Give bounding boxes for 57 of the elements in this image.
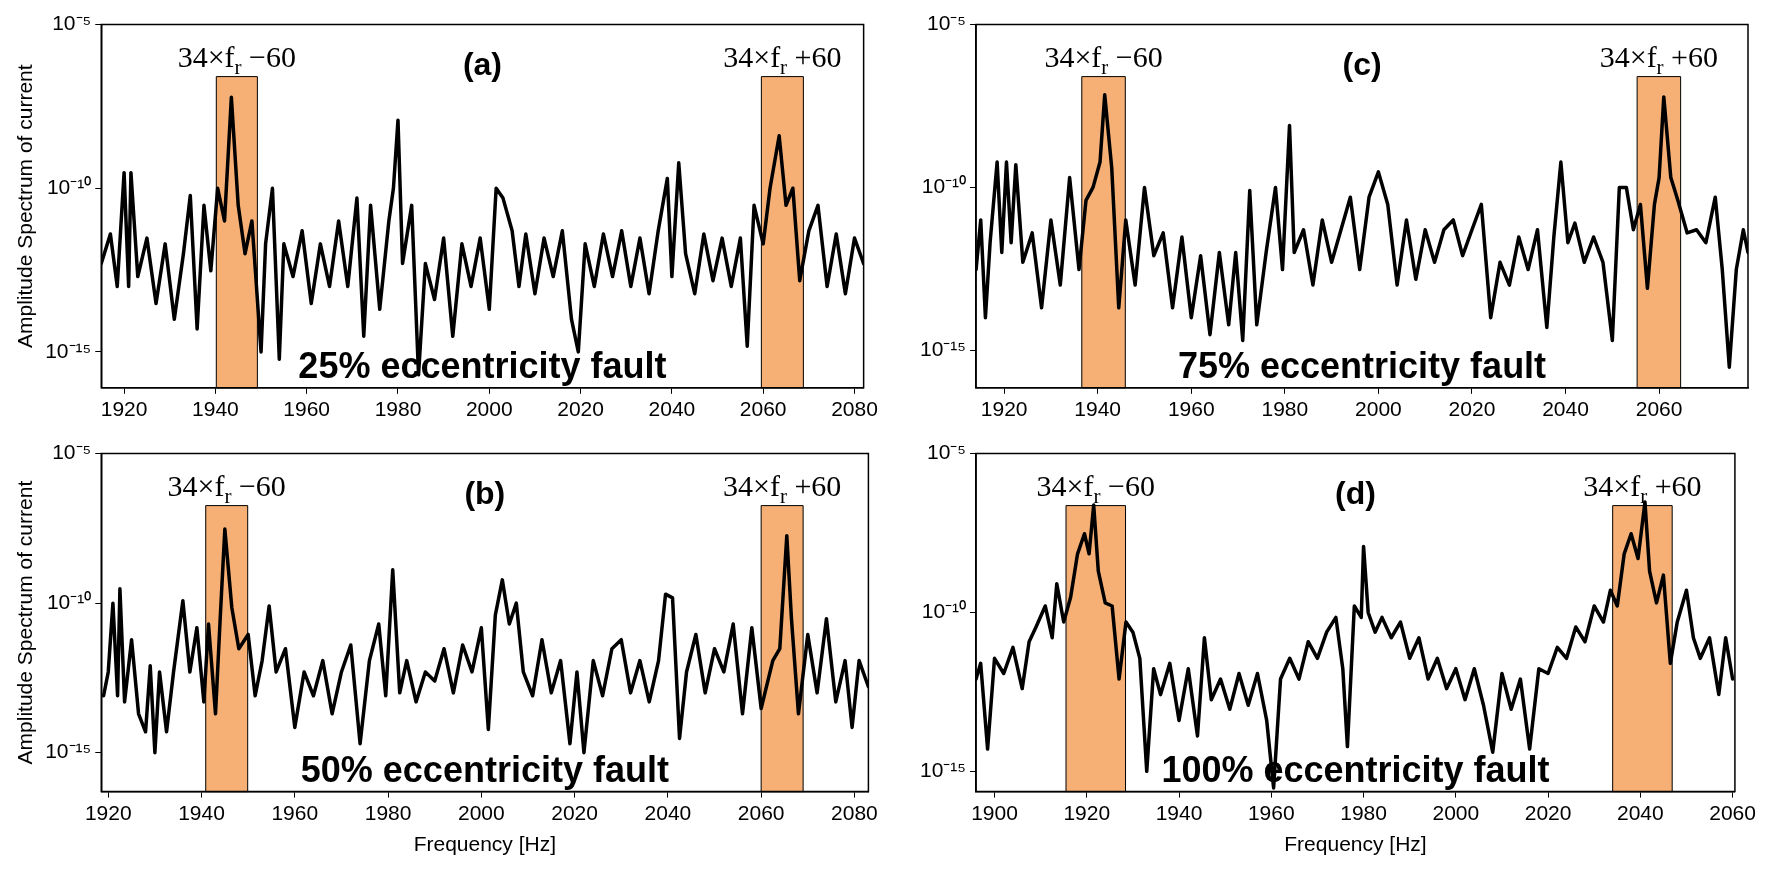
x-tick-label: 2000 <box>1355 397 1402 421</box>
x-tick-label: 1980 <box>364 801 412 824</box>
x-tick-label: 2000 <box>465 397 513 421</box>
y-tick-label: 10⁻⁵ <box>926 440 967 464</box>
y-tick-label: 10⁻¹⁰ <box>46 175 92 199</box>
annotation: 50% eccentricity fault <box>300 748 669 790</box>
x-axis-title: Frequency [Hz] <box>1284 832 1427 856</box>
x-tick-label: 2020 <box>551 801 598 824</box>
x-tick-label: 1960 <box>1247 801 1295 824</box>
x-tick-label: 2060 <box>737 801 785 824</box>
x-tick-label: 1960 <box>283 397 331 421</box>
x-tick-label: 2000 <box>457 801 505 824</box>
y-tick-label: 10⁻¹⁰ <box>921 174 967 198</box>
x-tick-label: 1980 <box>374 397 422 421</box>
y-tick-label: 10⁻⁵ <box>52 11 92 35</box>
x-axis-title: Frequency [Hz] <box>413 832 557 856</box>
x-tick-label: 2020 <box>557 397 604 421</box>
y-tick-label: 10⁻⁵ <box>52 440 92 464</box>
x-tick-label: 1920 <box>100 397 148 421</box>
x-tick-label: 2080 <box>831 397 878 421</box>
y-tick-label: 10⁻¹⁵ <box>45 739 92 763</box>
x-tick-label: 1920 <box>84 801 132 824</box>
x-tick-label: 1920 <box>1063 801 1111 824</box>
y-tick-label: 10⁻¹⁰ <box>921 599 967 623</box>
x-tick-label: 2040 <box>1616 801 1664 824</box>
x-tick-label: 2080 <box>831 801 878 824</box>
text: (d) <box>1335 475 1376 512</box>
x-tick-label: 2000 <box>1432 801 1480 824</box>
x-tick-label: 2020 <box>1448 397 1496 421</box>
x-tick-label: 1960 <box>1167 397 1215 421</box>
x-tick-label: 2040 <box>1542 397 1589 421</box>
x-tick-label: 2060 <box>739 397 787 421</box>
y-tick-label: 10⁻¹⁵ <box>919 336 967 360</box>
x-tick-label: 2060 <box>1635 397 1683 421</box>
annotation: 75% eccentricity fault <box>1177 344 1547 386</box>
x-tick-label: 1980 <box>1261 397 1309 421</box>
y-tick-label: 10⁻¹⁵ <box>919 758 967 782</box>
text: (b) <box>464 475 506 512</box>
x-tick-label: 2060 <box>1709 801 1756 824</box>
x-tick-label: 1980 <box>1340 801 1387 824</box>
text: (c) <box>1342 46 1382 83</box>
x-tick-label: 2040 <box>648 397 696 421</box>
y-tick-label: 10⁻⁵ <box>926 11 967 35</box>
y-tick-label: 10⁻¹⁵ <box>45 338 92 362</box>
x-tick-label: 1940 <box>1155 801 1203 824</box>
x-tick-label: 1940 <box>192 397 239 421</box>
y-axis-title: Amplitude Spectrum of current <box>13 64 37 349</box>
x-tick-label: 2020 <box>1524 801 1572 824</box>
x-tick-label: 2040 <box>644 801 692 824</box>
x-tick-label: 1900 <box>971 801 1018 824</box>
x-tick-label: 1940 <box>178 801 225 824</box>
y-axis-title: Amplitude Spectrum of current <box>13 480 37 765</box>
x-tick-label: 1920 <box>980 397 1028 421</box>
x-tick-label: 1960 <box>271 801 319 824</box>
y-tick-label: 10⁻¹⁰ <box>46 589 92 613</box>
text: (a) <box>462 46 502 83</box>
x-tick-label: 1940 <box>1074 397 1122 421</box>
